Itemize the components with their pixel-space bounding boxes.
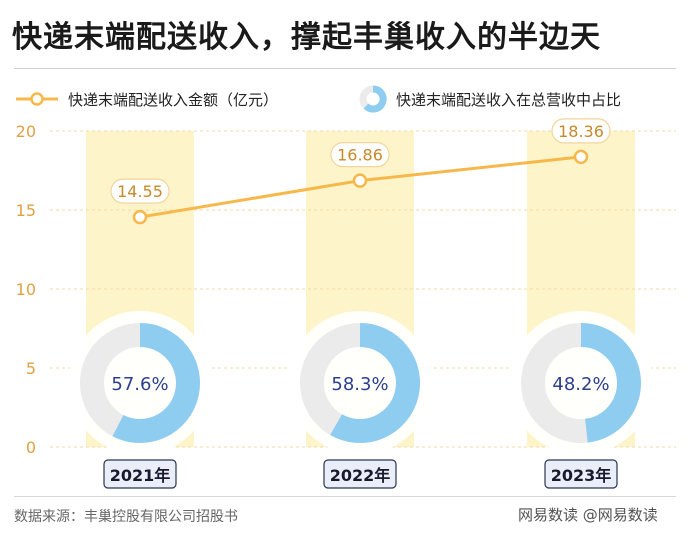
value-label-2: 16.86	[337, 146, 383, 165]
y-tick-label: 15	[16, 201, 36, 220]
value-label-box-1	[110, 178, 170, 204]
legend-label-share: 快递末端配送收入在总营收中占比	[396, 90, 622, 109]
share-label-1: 57.6%	[111, 374, 168, 395]
data-source: 数据来源：丰巢控股有限公司招股书	[14, 509, 238, 525]
x-category-label-3: 2023年	[551, 466, 612, 485]
legend-item-share: 快递末端配送收入在总营收中占比	[358, 84, 621, 114]
value-label-box-3	[551, 118, 611, 144]
value-label-box-2	[330, 142, 390, 168]
x-category-box-1	[103, 459, 177, 489]
legend-donut-icon	[359, 85, 387, 113]
x-category-label-2: 2022年	[330, 466, 391, 485]
donut-segment-3	[580, 323, 641, 443]
revenue-point-3	[573, 149, 589, 165]
value-label-3: 18.36	[558, 122, 604, 141]
chart-title: 快递末端配送收入，撑起丰巢收入的半边天	[12, 20, 601, 55]
x-category-box-2	[323, 459, 397, 489]
footer-divider	[14, 496, 676, 497]
donut-segment-1	[112, 323, 200, 443]
y-tick-label: 10	[16, 280, 36, 299]
share-label-3: 48.2%	[552, 374, 609, 395]
value-label-1: 14.55	[117, 182, 163, 201]
revenue-point-1	[132, 209, 148, 225]
title-divider	[14, 68, 676, 69]
legend-item-revenue: 快递末端配送收入金额（亿元）	[14, 84, 278, 114]
y-tick-label: 0	[26, 438, 36, 457]
revenue-point-2	[352, 173, 368, 188]
share-label-2: 58.3%	[331, 374, 388, 395]
donut-segment-2	[330, 323, 420, 443]
legend-line-icon	[16, 92, 58, 106]
y-tick-label: 20	[16, 122, 36, 141]
x-category-label-1: 2021年	[110, 466, 171, 485]
y-tick-label: 5	[26, 359, 36, 378]
watermark: 网易数读 @网易数读	[518, 506, 658, 524]
legend-label-revenue: 快递末端配送收入金额（亿元）	[68, 90, 279, 109]
x-category-box-3	[544, 459, 618, 489]
